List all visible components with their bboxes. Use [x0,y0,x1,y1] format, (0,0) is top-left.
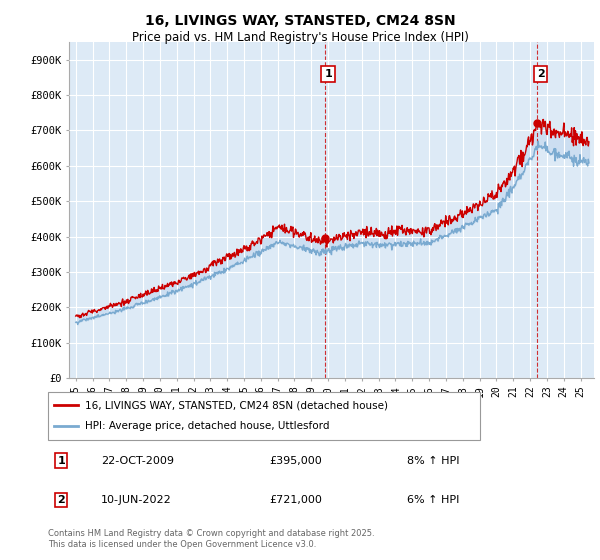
Text: £395,000: £395,000 [270,456,323,465]
Text: HPI: Average price, detached house, Uttlesford: HPI: Average price, detached house, Uttl… [85,421,329,431]
Text: 6% ↑ HPI: 6% ↑ HPI [407,495,460,505]
Text: 1: 1 [324,69,332,79]
Text: 2: 2 [537,69,545,79]
FancyBboxPatch shape [48,392,480,440]
Text: Price paid vs. HM Land Registry's House Price Index (HPI): Price paid vs. HM Land Registry's House … [131,31,469,44]
Text: 1: 1 [58,456,65,465]
Text: 8% ↑ HPI: 8% ↑ HPI [407,456,460,465]
Text: £721,000: £721,000 [270,495,323,505]
Text: 16, LIVINGS WAY, STANSTED, CM24 8SN (detached house): 16, LIVINGS WAY, STANSTED, CM24 8SN (det… [85,400,388,410]
Text: Contains HM Land Registry data © Crown copyright and database right 2025.
This d: Contains HM Land Registry data © Crown c… [48,529,374,549]
Text: 22-OCT-2009: 22-OCT-2009 [101,456,174,465]
Text: 2: 2 [58,495,65,505]
Text: 16, LIVINGS WAY, STANSTED, CM24 8SN: 16, LIVINGS WAY, STANSTED, CM24 8SN [145,14,455,28]
Text: 10-JUN-2022: 10-JUN-2022 [101,495,172,505]
